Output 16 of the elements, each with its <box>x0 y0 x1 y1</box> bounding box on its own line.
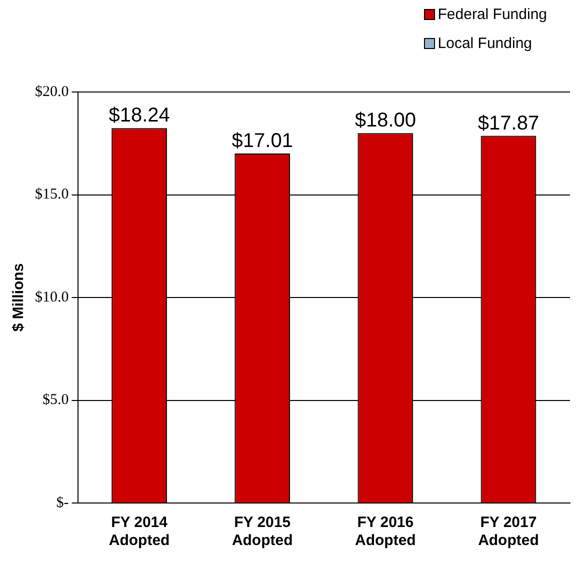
y-tick-label: $5.0 <box>42 392 69 408</box>
legend-label: Local Funding <box>438 35 532 52</box>
data-label: $17.01 <box>232 130 293 152</box>
x-tick-label: FY 2017 Adopted <box>478 514 539 550</box>
x-tick-label: FY 2014 Adopted <box>108 514 170 550</box>
x-tick-label: FY 2015 Adopted <box>232 514 293 550</box>
y-tick-label: $10.0 <box>35 289 69 306</box>
data-label: $18.24 <box>108 104 170 127</box>
y-tick-label: $15.0 <box>35 186 69 203</box>
y-tick-label: $- <box>56 494 69 511</box>
x-tick-label: FY 2016 Adopted <box>354 514 416 550</box>
y-tick-label: $20.0 <box>35 84 69 100</box>
data-label: $17.87 <box>478 112 540 134</box>
y-axis-title: $ Millions <box>10 263 28 332</box>
data-label: $18.00 <box>354 110 416 132</box>
legend-label: Federal Funding <box>438 6 547 23</box>
